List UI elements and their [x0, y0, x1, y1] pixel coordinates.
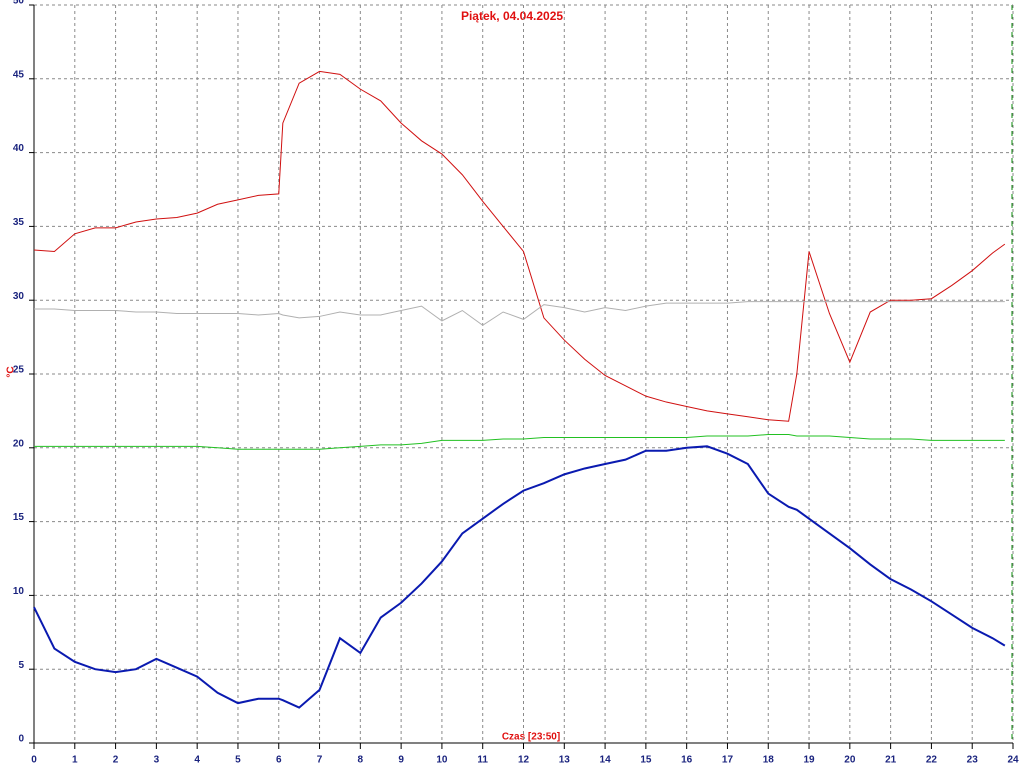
x-tick-label: 24 [1007, 755, 1019, 766]
x-axis-label: Czas [23:50] [502, 732, 560, 743]
y-tick-label: 0 [18, 734, 24, 745]
x-tick-label: 16 [681, 755, 693, 766]
x-tick-label: 22 [926, 755, 938, 766]
x-tick-label: 13 [559, 755, 571, 766]
y-tick-label: 35 [13, 217, 25, 228]
x-tick-label: 0 [31, 755, 37, 766]
series-line [33, 70, 1006, 422]
y-tick-label: 50 [13, 0, 25, 7]
x-tick-label: 14 [600, 755, 612, 766]
y-tick-label: 30 [13, 291, 25, 302]
x-tick-label: 1 [72, 755, 78, 766]
x-tick-label: 23 [967, 755, 979, 766]
x-tick-label: 4 [194, 755, 200, 766]
x-tick-label: 17 [722, 755, 734, 766]
x-tick-label: 20 [844, 755, 856, 766]
x-tick-label: 19 [803, 755, 815, 766]
x-tick-label: 2 [113, 755, 119, 766]
series-line [33, 445, 1006, 709]
x-tick-label: 10 [436, 755, 448, 766]
x-tick-label: 15 [640, 755, 652, 766]
y-tick-label: 5 [18, 660, 24, 671]
x-tick-label: 9 [398, 755, 404, 766]
y-tick-label: 20 [13, 438, 25, 449]
x-tick-label: 11 [477, 755, 488, 766]
x-tick-label: 8 [358, 755, 364, 766]
series-line [34, 301, 1005, 326]
x-tick-label: 12 [518, 755, 530, 766]
y-tick-label: 40 [13, 143, 25, 154]
y-tick-label: 10 [13, 586, 25, 597]
x-tick-label: 21 [885, 755, 897, 766]
y-tick-label: 15 [13, 512, 25, 523]
y-tick-label: 25 [13, 365, 25, 376]
x-tick-label: 18 [763, 755, 775, 766]
chart-title: Piątek, 04.04.2025 [461, 9, 563, 23]
y-tick-label: 45 [13, 69, 25, 80]
x-tick-label: 5 [235, 755, 241, 766]
y-axis-label: °C [6, 366, 17, 377]
series-line [34, 434, 1005, 450]
x-tick-label: 7 [317, 755, 323, 766]
x-tick-label: 3 [154, 755, 160, 766]
x-tick-label: 6 [276, 755, 282, 766]
